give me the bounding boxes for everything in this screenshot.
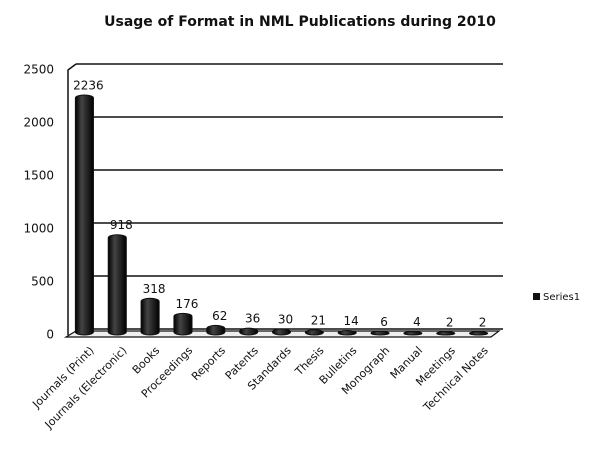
bar (206, 324, 226, 336)
data-label: 2236 (73, 78, 104, 92)
bar (370, 330, 390, 336)
data-label: 6 (380, 315, 388, 329)
data-label: 2 (446, 315, 454, 329)
chart-title: Usage of Format in NML Publications duri… (104, 14, 496, 30)
data-label: 62 (212, 309, 227, 323)
data-label: 21 (311, 313, 326, 327)
y-tick-label: 1000 (23, 222, 54, 236)
legend-label: Series1 (543, 292, 580, 303)
bar (74, 94, 94, 336)
y-tick-label: 2000 (23, 116, 54, 130)
bar (403, 331, 423, 336)
bar (469, 331, 489, 336)
data-label: 36 (245, 312, 260, 326)
y-tick-label: 1500 (23, 169, 54, 183)
back-wall (67, 63, 77, 335)
bar (107, 234, 127, 336)
legend-swatch (533, 293, 540, 300)
data-label: 2 (479, 315, 487, 329)
bar (173, 312, 193, 336)
y-tick-label: 2500 (23, 63, 54, 77)
data-label: 176 (176, 297, 199, 311)
data-label: 318 (143, 282, 166, 296)
data-label: 30 (278, 312, 293, 326)
data-label: 14 (344, 314, 359, 328)
bar (436, 331, 456, 336)
data-label: 918 (110, 218, 133, 232)
data-label: 4 (413, 315, 421, 329)
bar (337, 330, 357, 336)
y-tick-label: 0 (46, 328, 54, 342)
bar (271, 328, 292, 336)
bar (140, 297, 160, 336)
bar (304, 329, 324, 336)
y-tick-label: 500 (31, 275, 54, 289)
x-tick-label: Reports (189, 344, 228, 383)
bar (239, 327, 259, 336)
